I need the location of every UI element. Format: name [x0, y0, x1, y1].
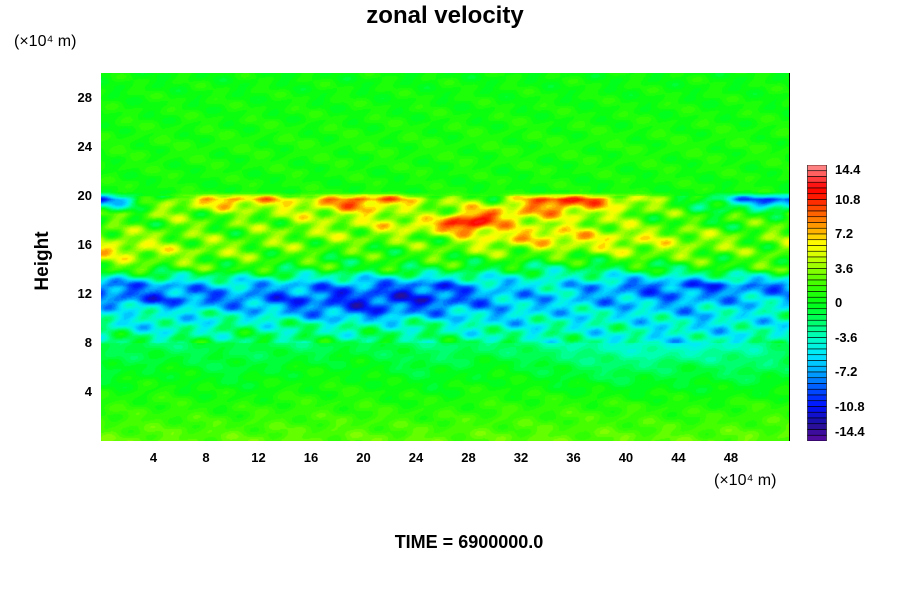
colorbar-band — [807, 245, 827, 252]
colorbar-tick-label: -10.8 — [835, 398, 865, 414]
x-tick-label: 28 — [461, 450, 476, 465]
colorbar-band — [807, 239, 827, 246]
y-tick-label: 12 — [77, 285, 92, 301]
x-tick-label: 12 — [251, 450, 266, 465]
y-tick-label: 16 — [77, 236, 92, 252]
y-tick-label: 24 — [77, 138, 92, 154]
colorbar-band — [807, 273, 827, 281]
colorbar-band — [807, 319, 827, 327]
colorbar-band — [807, 429, 827, 436]
colorbar-band — [807, 377, 827, 384]
colorbar-band — [807, 337, 827, 344]
colorbar-band — [807, 250, 827, 258]
colorbar-tick-label: 0 — [835, 295, 843, 310]
colorbar-tick-label: 10.8 — [835, 191, 861, 207]
y-tick-label: 20 — [77, 187, 92, 203]
colorbar-tick-label: -14.4 — [835, 424, 865, 439]
colorbar-band — [807, 342, 827, 350]
colorbar-tick-label: 14.4 — [835, 162, 861, 177]
colorbar-band — [807, 411, 827, 419]
colorbar-band — [807, 423, 827, 430]
colorbar-band — [807, 181, 827, 189]
chart-title: zonal velocity — [366, 2, 524, 29]
time-annotation: TIME = 6900000.0 — [394, 532, 544, 552]
colorbar-band — [807, 170, 827, 177]
x-tick-label: 32 — [513, 450, 529, 465]
colorbar-band — [807, 302, 827, 310]
colorbar-band — [807, 296, 827, 304]
colorbar-band — [807, 308, 827, 315]
y-tick-label: 28 — [77, 89, 92, 105]
colorbar-band — [807, 193, 827, 200]
heatmap-plot-area — [101, 73, 790, 441]
colorbar-band — [807, 268, 827, 275]
x-tick-label: 24 — [408, 450, 424, 465]
colorbar-tick-label: -7.2 — [835, 364, 858, 379]
colorbar-band — [807, 348, 827, 356]
colorbar-band — [807, 204, 827, 212]
y-tick-label: 4 — [84, 383, 92, 399]
colorbar-band — [807, 165, 827, 172]
x-tick-label: 20 — [356, 450, 371, 465]
x-axis-unit: (×10⁴ m) — [714, 472, 777, 489]
colorbar-band — [807, 176, 827, 183]
x-tick-label: 44 — [671, 450, 686, 465]
colorbar-band — [807, 383, 827, 390]
colorbar-tick-label: 7.2 — [835, 226, 854, 241]
colorbar-band — [807, 417, 827, 425]
x-tick-label: 16 — [303, 450, 319, 465]
colorbar-band — [807, 314, 827, 321]
colorbar-band — [807, 434, 827, 441]
colorbar-band — [807, 279, 827, 287]
colorbar-band — [807, 222, 827, 229]
colorbar-band — [807, 394, 827, 402]
x-tick-label: 36 — [566, 450, 581, 465]
colorbar-band — [807, 233, 827, 241]
y-tick-label: 8 — [84, 334, 92, 350]
colorbar-band — [807, 365, 827, 373]
colorbar-band — [807, 199, 827, 206]
colorbar-band — [807, 406, 827, 413]
colorbar-band — [807, 227, 827, 235]
colorbar-band — [807, 331, 827, 338]
colorbar-band — [807, 360, 827, 367]
colorbar-band — [807, 216, 827, 223]
colorbar-tick-label: -3.6 — [835, 329, 858, 345]
colorbar-band — [807, 388, 827, 396]
x-tick-label: 8 — [202, 450, 210, 465]
colorbar-band — [807, 371, 827, 379]
colorbar-band — [807, 325, 827, 333]
x-tick-label: 48 — [723, 450, 739, 465]
x-tick-label: 4 — [149, 450, 158, 465]
colorbar-tick-label: 3.6 — [835, 260, 854, 276]
colorbar-band — [807, 256, 827, 264]
colorbar-band — [807, 354, 827, 361]
x-tick-label: 40 — [618, 450, 634, 465]
colorbar-band — [807, 285, 827, 292]
y-axis-unit: (×10⁴ m) — [14, 33, 77, 50]
colorbar-band — [807, 400, 827, 407]
plot-right-border — [789, 73, 790, 441]
colorbar-band — [807, 291, 827, 298]
colorbar-band — [807, 187, 827, 195]
colorbar-band — [807, 210, 827, 218]
colorbar — [807, 165, 827, 441]
colorbar-band — [807, 262, 827, 269]
